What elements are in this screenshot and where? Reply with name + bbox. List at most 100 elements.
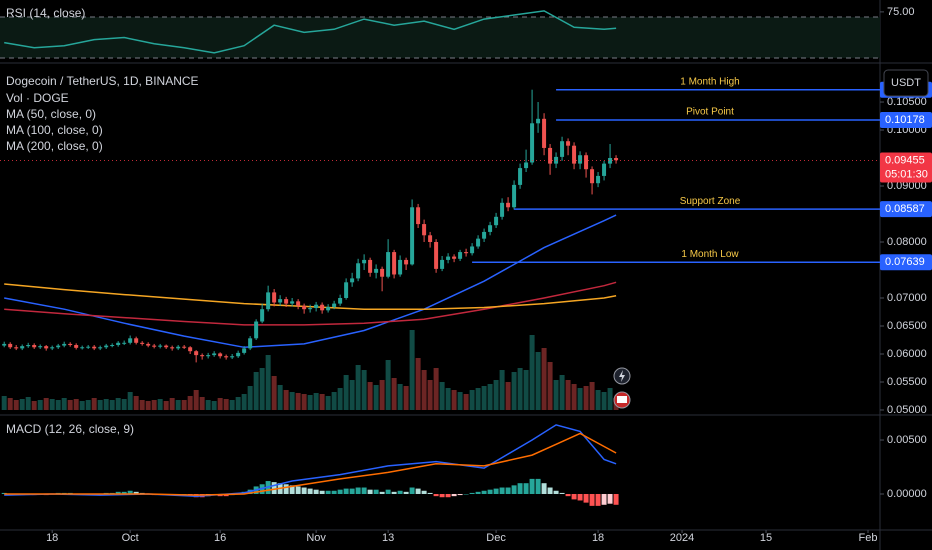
level-name: Pivot Point [686, 107, 734, 118]
volume-bar [385, 360, 391, 410]
candle-body [284, 299, 289, 304]
volume-bar [499, 370, 505, 410]
y-tick-label: 0.06000 [887, 348, 927, 360]
candle-body [434, 242, 439, 269]
candle-body [176, 346, 181, 349]
volume-bar [175, 400, 181, 410]
y-tick-label: 0.00500 [887, 434, 927, 446]
macd-histogram-bar [349, 488, 355, 494]
candle-body [506, 202, 511, 208]
candle-body [254, 321, 259, 339]
macd-histogram-bar [121, 491, 127, 494]
panes: 1 Month High Pivot Point Support Zone 1 Mon… [0, 6, 932, 544]
candle-body [452, 256, 457, 259]
candle-body [164, 345, 169, 348]
volume-bar [547, 362, 553, 410]
y-tick-label: 0.10500 [887, 96, 927, 108]
candle-body [476, 238, 481, 247]
candle-body [242, 348, 247, 353]
volume-bar [571, 384, 577, 410]
volume-bar [181, 400, 187, 410]
candle-body [68, 343, 73, 346]
volume-bar [49, 399, 55, 410]
volume-bar [103, 399, 109, 410]
last-price-label: 0.09455 [885, 154, 925, 166]
macd-histogram-bar [475, 491, 481, 494]
volume-bar [187, 396, 193, 410]
volume-bar [337, 388, 343, 410]
candle-body [224, 356, 229, 358]
level-name: 1 Month Low [681, 249, 739, 260]
candle-body [2, 343, 7, 346]
macd-histogram-bar [433, 493, 439, 497]
candle-body [44, 346, 49, 349]
y-tick-label: 0.07000 [887, 292, 927, 304]
volume-bar [367, 382, 373, 410]
candle-body [92, 346, 97, 349]
candle-body [248, 338, 253, 349]
candle-body [488, 225, 493, 232]
macd-histogram-bar [325, 490, 331, 494]
y-tick-label: 0.05500 [887, 376, 927, 388]
macd-histogram-bar [517, 483, 523, 494]
x-tick-label: 18 [46, 532, 58, 544]
x-tick-label: 15 [760, 532, 772, 544]
volume-bar [121, 399, 127, 410]
volume-bar [115, 398, 121, 410]
candle-body [392, 252, 397, 275]
macd-histogram-bar [523, 483, 529, 494]
candle-body [110, 345, 115, 347]
ma-legend: MA (100, close, 0) [6, 123, 103, 137]
candle-body [62, 343, 67, 346]
candle-body [584, 155, 589, 170]
volume-bar [373, 385, 379, 410]
candle-body [548, 147, 553, 164]
candle-body [410, 207, 415, 265]
volume-bar [151, 400, 157, 410]
volume-bar [535, 352, 541, 410]
macd-histogram-bar [301, 487, 307, 494]
volume-legend: Vol · DOGE [6, 91, 69, 105]
candle-body [290, 301, 295, 304]
candle-body [206, 355, 211, 357]
currency-button[interactable] [883, 69, 929, 97]
candle-body [428, 235, 433, 243]
volume-bar [583, 386, 589, 410]
candle-body [128, 338, 133, 343]
macd-histogram-bar [601, 493, 607, 505]
candle-body [608, 158, 613, 164]
candle-body [170, 347, 175, 349]
candle-body [572, 145, 577, 164]
macd-histogram-bar [373, 489, 379, 494]
macd-histogram-bar [409, 487, 415, 494]
macd-histogram-bar [607, 493, 613, 504]
candle-body [338, 297, 343, 304]
macd-histogram-bar [583, 493, 589, 503]
candle-body [374, 268, 379, 273]
level-axis-box [880, 201, 932, 218]
volume-bar [163, 401, 169, 410]
macd-histogram-bar [283, 484, 289, 494]
x-tick-label: Feb [859, 532, 878, 544]
volume-bar [67, 400, 73, 410]
candle-body [302, 305, 307, 310]
macd-histogram-bar [313, 489, 319, 494]
macd-histogram-bar [553, 490, 559, 494]
macd-histogram-bar [547, 487, 553, 494]
volume-bar [43, 398, 49, 410]
macd-histogram-bar [505, 487, 511, 494]
rsi-line [4, 10, 617, 54]
candle-body [140, 342, 145, 344]
volume-bar [7, 398, 13, 410]
currency-label[interactable]: USDT [891, 77, 921, 89]
volume-bar [13, 400, 19, 410]
volume-bar [475, 388, 481, 410]
volume-bar [91, 398, 97, 410]
volume-bar [349, 380, 355, 410]
macd-histogram-bar [385, 489, 391, 494]
volume-bar [469, 390, 475, 410]
candle-body [230, 356, 235, 358]
volume-bar [493, 380, 499, 410]
macd-histogram-bar [421, 490, 427, 494]
